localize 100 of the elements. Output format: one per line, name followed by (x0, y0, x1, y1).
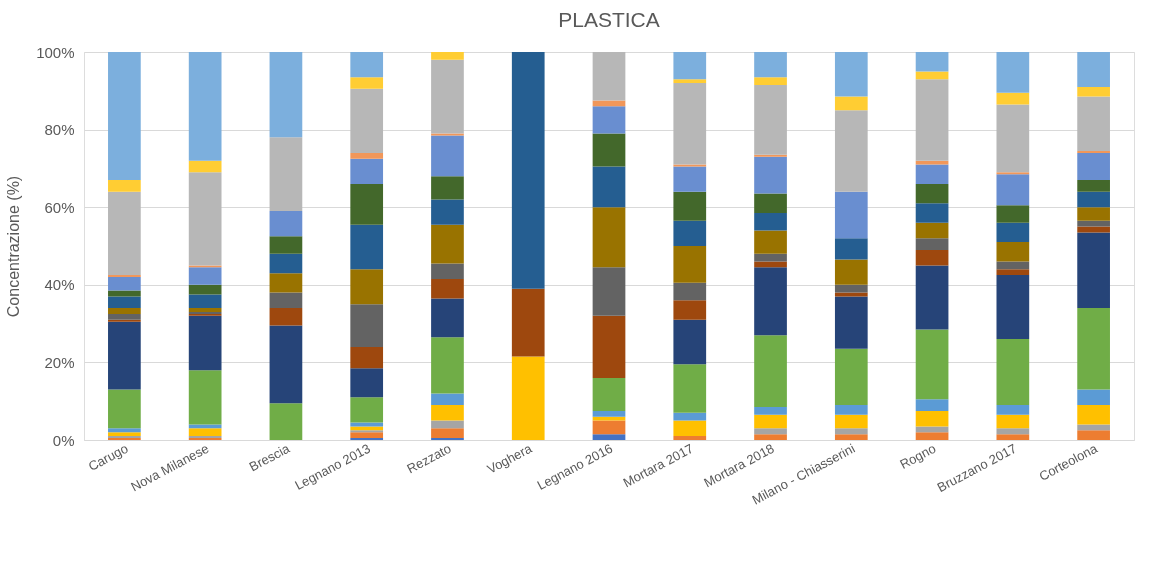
bar (754, 156, 787, 194)
bar (915, 238, 949, 250)
y-tick-label: 60% (44, 198, 75, 216)
bar (592, 133, 626, 167)
bar (754, 253, 787, 262)
bar (592, 106, 626, 134)
bar (915, 399, 949, 411)
bar (431, 59, 464, 134)
bar (350, 183, 384, 225)
y-axis-title: Concentrazione (%) (5, 175, 23, 318)
bar (915, 183, 949, 204)
bar (431, 224, 464, 264)
bar (592, 416, 626, 421)
bar (1077, 52, 1110, 87)
bar (996, 104, 1030, 173)
bar (431, 176, 464, 200)
y-tick-label: 100% (36, 43, 75, 61)
bar (350, 77, 384, 89)
bar (673, 300, 707, 320)
bar (431, 278, 464, 299)
bar (188, 294, 222, 309)
bar (269, 403, 303, 440)
y-tick-label: 20% (44, 353, 75, 371)
bar (915, 160, 949, 165)
bar (996, 414, 1030, 429)
bar (269, 253, 303, 274)
bar (431, 337, 464, 394)
bar (108, 313, 141, 320)
bar (188, 284, 222, 295)
bar (592, 166, 626, 208)
bar (108, 191, 141, 276)
bar (673, 436, 707, 440)
bar (834, 284, 868, 293)
bar (996, 222, 1030, 243)
bar (188, 315, 222, 371)
bar (996, 405, 1030, 415)
bar (108, 428, 141, 433)
bar (108, 321, 141, 390)
bar (431, 393, 464, 406)
bar (431, 263, 464, 279)
bar (1077, 405, 1110, 425)
bar (1077, 86, 1110, 97)
bar (592, 207, 626, 268)
bar (592, 377, 626, 411)
bar (915, 329, 949, 400)
bar (915, 222, 949, 239)
bar (996, 205, 1030, 223)
bar (350, 304, 384, 347)
bar (350, 346, 384, 369)
bar (754, 52, 787, 78)
bar (754, 193, 787, 214)
bar (269, 236, 303, 254)
bar (915, 265, 949, 330)
bar (1077, 96, 1110, 151)
bar (754, 414, 787, 429)
bar (592, 410, 626, 417)
bar (350, 426, 384, 431)
bar (915, 71, 949, 80)
bar (1077, 152, 1110, 181)
bar (754, 84, 787, 155)
bar (1077, 430, 1110, 440)
bar (1077, 207, 1110, 221)
bar (269, 273, 303, 293)
bar (834, 414, 868, 429)
bar (350, 52, 384, 78)
bar (511, 52, 545, 289)
bar (188, 428, 222, 437)
bar (269, 325, 303, 404)
bar (269, 308, 303, 326)
bar (834, 434, 868, 440)
bar (673, 282, 707, 301)
bar (673, 83, 707, 165)
bar (188, 424, 222, 429)
bar (592, 52, 626, 101)
bar (996, 434, 1030, 440)
bar (915, 432, 949, 440)
bar (188, 52, 222, 161)
bar (754, 230, 787, 254)
bar (269, 292, 303, 309)
bar (188, 370, 222, 425)
bar (188, 267, 222, 285)
bar (673, 220, 707, 246)
bar (108, 389, 141, 429)
bar (431, 405, 464, 421)
bar (1077, 220, 1110, 227)
bar (915, 52, 949, 72)
bar (108, 277, 141, 291)
bar (915, 426, 949, 433)
bar (673, 191, 707, 221)
bar (834, 52, 868, 97)
bar (1077, 389, 1110, 406)
bar (754, 335, 787, 408)
bar (269, 52, 303, 138)
bar (592, 434, 626, 440)
bar (108, 180, 141, 192)
bar (834, 191, 868, 239)
bar (431, 135, 464, 177)
bar (834, 110, 868, 192)
bar (915, 249, 949, 266)
bar (834, 296, 868, 349)
